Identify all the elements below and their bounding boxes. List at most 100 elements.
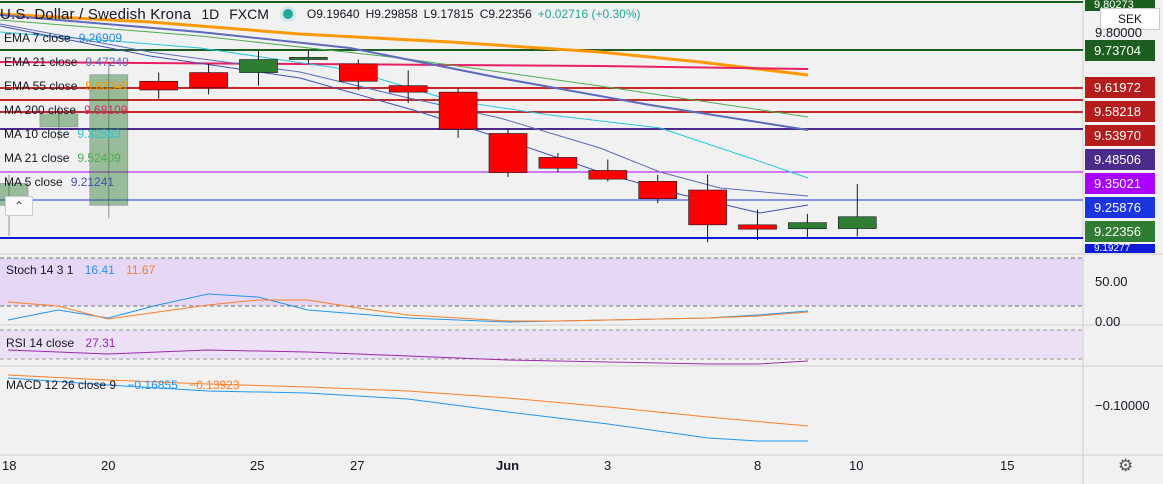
legend-value: 9.47249 <box>85 55 129 69</box>
stoch-band <box>0 258 1083 306</box>
candle[interactable] <box>438 87 478 138</box>
legend-row[interactable]: EMA 55 close 9.68347 <box>4 78 129 94</box>
legend-row[interactable]: EMA 7 close 9.26909 <box>4 30 122 46</box>
time-tick-label: 18 <box>2 458 17 473</box>
gear-icon[interactable]: ⚙ <box>1118 456 1134 475</box>
candle-body <box>239 59 278 73</box>
legend-name: MA 5 close <box>4 175 63 189</box>
macd-line <box>7 377 808 442</box>
candle[interactable] <box>837 184 877 237</box>
time-tick-label: 10 <box>849 458 864 473</box>
candle[interactable] <box>738 209 777 241</box>
candle-body <box>488 133 528 173</box>
macd-label[interactable]: MACD 12 26 close 9 −0.16855 −0.13923 <box>6 378 240 392</box>
time-tick-label: 15 <box>1000 458 1015 473</box>
stoch-tick-label: 0.00 <box>1095 314 1121 329</box>
candle-body <box>89 74 129 206</box>
candle[interactable] <box>638 174 678 204</box>
macd-tick-label: −0.10000 <box>1095 398 1150 413</box>
candle-body <box>189 72 228 89</box>
candle[interactable] <box>788 213 827 238</box>
macd-signal-value: −0.13923 <box>189 378 240 392</box>
candle-body <box>788 222 827 230</box>
candle[interactable] <box>588 159 628 182</box>
candle[interactable] <box>289 50 328 64</box>
legend-name: EMA 7 close <box>4 31 71 45</box>
close-value: C9.22356 <box>479 7 532 21</box>
price-tag: 9.22356 <box>1085 221 1155 242</box>
high-value: H9.29858 <box>365 7 418 21</box>
time-tick-label: Jun <box>496 458 520 473</box>
rsi-value: 27.31 <box>85 336 116 350</box>
stoch-k-value: 16.41 <box>84 263 115 277</box>
stoch-d-line <box>7 299 809 322</box>
time-tick-label: 27 <box>350 458 365 473</box>
candle-body <box>388 85 428 93</box>
legend-name: MA 21 close <box>4 151 70 165</box>
legend-name: EMA 55 close <box>4 79 78 93</box>
macd-signal-line <box>7 374 809 427</box>
candle-body <box>538 157 578 169</box>
candle[interactable] <box>488 129 528 177</box>
candlestick-series <box>0 50 877 243</box>
legend-value: 9.21241 <box>70 175 115 189</box>
ema-21-line <box>0 14 809 131</box>
interval-label[interactable]: 1D <box>201 6 220 22</box>
low-value: L9.17815 <box>423 7 474 21</box>
price-tag: 9.35021 <box>1085 173 1155 194</box>
legend-row[interactable]: EMA 21 close 9.47249 <box>4 54 129 70</box>
time-tick-label: 3 <box>604 458 612 473</box>
candle-body <box>289 57 328 60</box>
candle-body <box>338 63 378 82</box>
candle-body <box>39 113 79 128</box>
candle[interactable] <box>338 59 378 90</box>
legend-row[interactable]: MA 10 close 9.32563 <box>4 126 121 142</box>
candle-body <box>438 91 478 130</box>
symbol-title[interactable]: U.S. Dollar / Swedish Krona <box>0 5 192 23</box>
market-status-icon <box>282 9 293 19</box>
candle[interactable] <box>388 70 428 104</box>
legend-value: 9.52409 <box>77 151 121 165</box>
candle[interactable] <box>39 105 79 140</box>
legend-name: EMA 21 close <box>4 55 78 69</box>
legend-value: 9.32563 <box>77 127 121 141</box>
rsi-label[interactable]: RSI 14 close 27.31 <box>6 336 116 350</box>
legend-row[interactable]: MA 21 close 9.52409 <box>4 150 121 166</box>
stoch-label[interactable]: Stoch 14 3 1 16.41 11.67 <box>6 263 156 277</box>
price-tag: 9.73704 <box>1085 40 1155 61</box>
time-tick-label: 8 <box>754 458 762 473</box>
legend-row[interactable]: MA 5 close 9.21241 <box>4 174 114 190</box>
change-value: +0.02716 (+0.30%) <box>537 7 641 21</box>
candle[interactable] <box>139 72 178 99</box>
legend-value: 9.26909 <box>78 31 123 45</box>
macd-value: −0.16855 <box>127 378 178 392</box>
currency-button[interactable]: SEK <box>1100 8 1160 30</box>
candle-body <box>139 80 178 91</box>
price-tag: 9.19277 <box>1085 244 1155 253</box>
candle[interactable] <box>688 174 727 243</box>
candle[interactable] <box>89 61 129 219</box>
price-tag: 9.58218 <box>1085 101 1155 122</box>
candle[interactable] <box>189 63 228 95</box>
candle-body <box>588 170 628 180</box>
price-tag: 9.53970 <box>1085 125 1155 146</box>
candle-body <box>638 181 678 200</box>
price-tag: 9.80273 <box>1085 0 1155 11</box>
collapse-legend-button[interactable]: ⌃ <box>5 196 33 216</box>
time-tick-label: 20 <box>101 458 116 473</box>
legend-row[interactable]: MA 200 close 9.68109 <box>4 102 127 118</box>
price-tick-label: 9.80000 <box>1095 25 1142 40</box>
time-tick-label: 25 <box>250 458 265 473</box>
candle[interactable] <box>538 153 578 173</box>
candle-body <box>738 224 777 230</box>
candle[interactable] <box>239 50 278 86</box>
price-tag: 9.61972 <box>1085 77 1155 98</box>
price-tag: 9.48506 <box>1085 149 1155 170</box>
stoch-tick-label: 50.00 <box>1095 274 1128 289</box>
legend-name: MA 10 close <box>4 127 70 141</box>
source-label: FXCM <box>229 6 269 22</box>
stoch-d-value: 11.67 <box>126 263 156 277</box>
ema-55-line <box>0 12 809 77</box>
ohlc-readout: O9.19640 H9.29858 L9.17815 C9.22356 +0.0… <box>307 7 641 21</box>
